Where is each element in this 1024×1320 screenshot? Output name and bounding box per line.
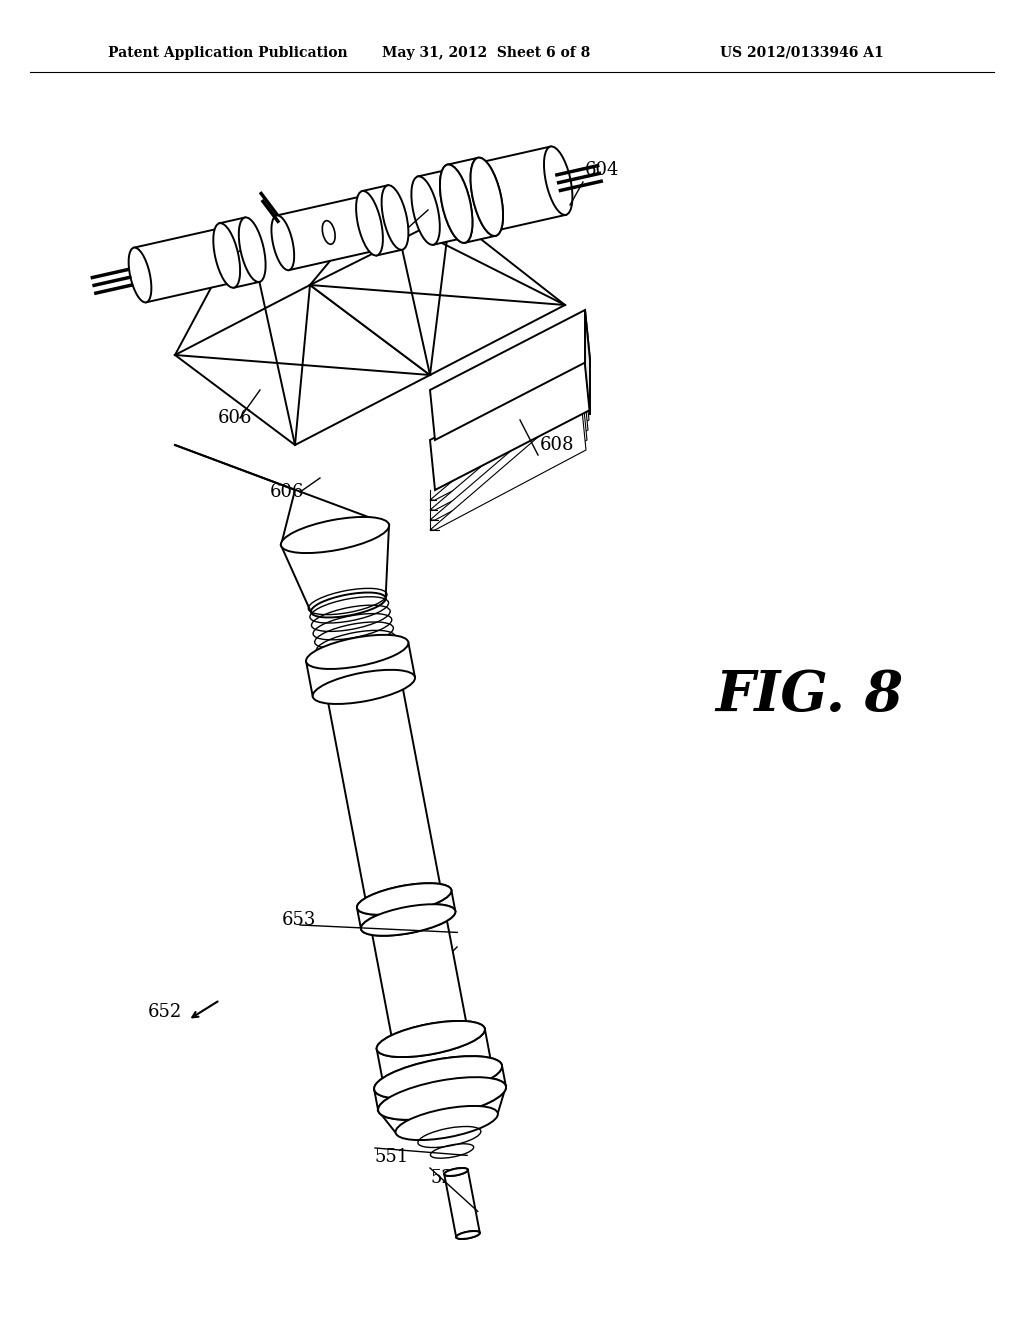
Polygon shape: [134, 224, 248, 302]
Ellipse shape: [374, 193, 396, 247]
Polygon shape: [310, 215, 565, 375]
Ellipse shape: [371, 908, 445, 932]
Polygon shape: [377, 1028, 493, 1088]
Ellipse shape: [440, 165, 472, 243]
Ellipse shape: [444, 1168, 468, 1176]
Ellipse shape: [356, 191, 383, 256]
Text: May 31, 2012  Sheet 6 of 8: May 31, 2012 Sheet 6 of 8: [382, 46, 590, 59]
Ellipse shape: [213, 223, 240, 288]
Ellipse shape: [377, 1020, 485, 1057]
Text: 602: 602: [270, 219, 304, 238]
Ellipse shape: [306, 635, 409, 669]
Polygon shape: [175, 285, 430, 445]
Polygon shape: [430, 310, 590, 440]
Text: 604: 604: [585, 161, 620, 180]
Text: 652: 652: [148, 1003, 182, 1020]
Ellipse shape: [360, 904, 456, 936]
Polygon shape: [371, 913, 468, 1045]
Ellipse shape: [239, 218, 265, 282]
Text: 520: 520: [430, 1170, 464, 1187]
Text: 551: 551: [375, 1148, 410, 1166]
Ellipse shape: [367, 887, 441, 912]
Ellipse shape: [378, 1077, 506, 1119]
Text: Patent Application Publication: Patent Application Publication: [108, 46, 347, 59]
Ellipse shape: [357, 883, 452, 915]
Polygon shape: [219, 218, 259, 288]
Ellipse shape: [378, 1077, 506, 1119]
Text: 608: 608: [540, 436, 574, 454]
Ellipse shape: [471, 157, 503, 236]
Polygon shape: [430, 400, 586, 531]
Ellipse shape: [384, 1060, 493, 1096]
Polygon shape: [281, 525, 389, 612]
Ellipse shape: [360, 904, 456, 936]
Text: 653: 653: [282, 911, 316, 929]
Polygon shape: [430, 389, 587, 520]
Polygon shape: [276, 193, 391, 271]
Ellipse shape: [471, 157, 503, 236]
Polygon shape: [378, 1086, 506, 1133]
Ellipse shape: [412, 177, 440, 244]
Ellipse shape: [382, 185, 409, 249]
Ellipse shape: [444, 1168, 468, 1176]
Polygon shape: [357, 890, 456, 929]
Polygon shape: [306, 643, 415, 697]
Ellipse shape: [374, 1056, 502, 1098]
Polygon shape: [362, 185, 402, 256]
Ellipse shape: [544, 147, 572, 215]
Ellipse shape: [312, 669, 415, 704]
Text: US 2012/0133946 A1: US 2012/0133946 A1: [720, 46, 884, 59]
Polygon shape: [430, 380, 588, 510]
Ellipse shape: [374, 1056, 502, 1098]
Ellipse shape: [384, 1060, 493, 1096]
Polygon shape: [447, 158, 496, 243]
Polygon shape: [430, 360, 590, 490]
Ellipse shape: [457, 1232, 480, 1239]
Polygon shape: [585, 310, 590, 414]
Ellipse shape: [129, 248, 152, 302]
Ellipse shape: [281, 517, 389, 553]
Polygon shape: [374, 1065, 506, 1110]
Text: 602: 602: [430, 189, 464, 207]
Text: 606: 606: [218, 409, 253, 426]
Polygon shape: [418, 147, 566, 244]
Ellipse shape: [357, 883, 452, 915]
Polygon shape: [444, 1170, 480, 1237]
Ellipse shape: [393, 1027, 468, 1052]
Ellipse shape: [230, 224, 253, 280]
Text: FIG. 8: FIG. 8: [715, 668, 903, 722]
Ellipse shape: [395, 1106, 498, 1140]
Ellipse shape: [327, 675, 401, 700]
Ellipse shape: [323, 220, 335, 244]
Polygon shape: [327, 680, 441, 906]
Ellipse shape: [457, 1232, 480, 1239]
Ellipse shape: [311, 593, 386, 618]
Ellipse shape: [271, 215, 294, 271]
Ellipse shape: [440, 165, 472, 243]
Ellipse shape: [377, 1020, 485, 1057]
Polygon shape: [430, 370, 589, 500]
Text: 606: 606: [270, 483, 304, 502]
